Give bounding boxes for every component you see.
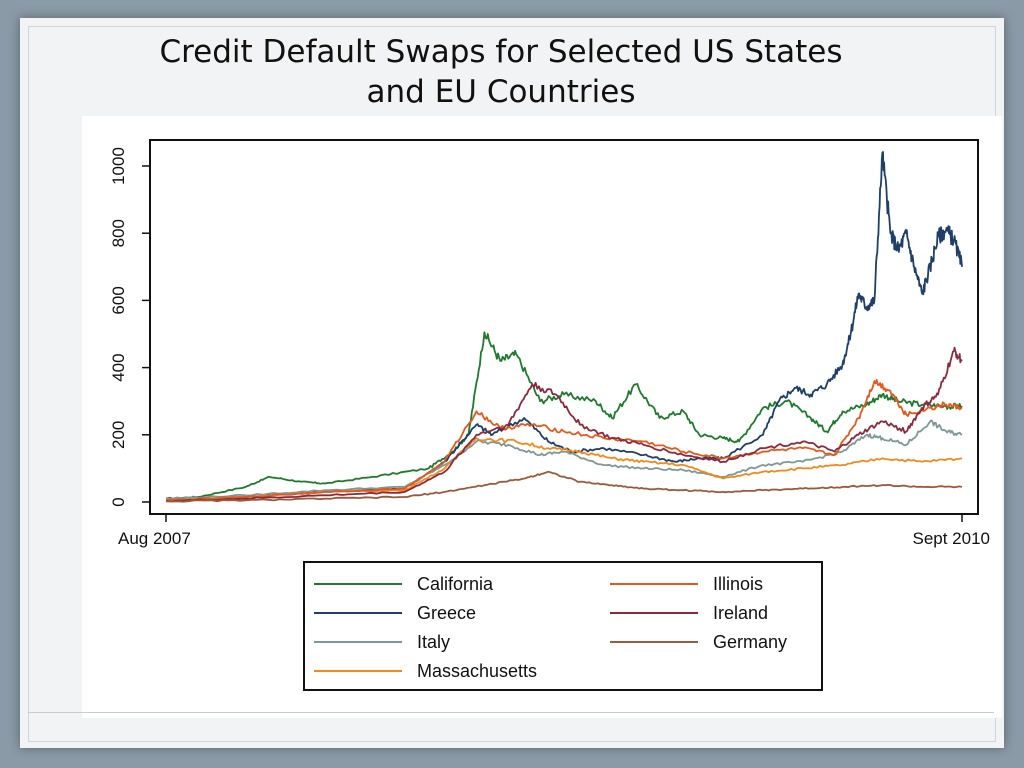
y-tick-label: 200 — [109, 421, 128, 449]
y-tick-label: 0 — [109, 497, 128, 506]
y-axis: 0 200 400 600 800 1000 — [109, 147, 150, 507]
y-tick-label: 600 — [109, 286, 128, 314]
plot-area — [149, 139, 979, 515]
page-title: Credit Default Swaps for Selected US Sta… — [159, 34, 843, 110]
series-line-california — [165, 331, 963, 500]
legend: California Greece Italy Massachusetts Illino… — [314, 574, 787, 681]
y-tick-label: 800 — [109, 219, 128, 247]
x-tick-label: Sept 2010 — [912, 529, 990, 548]
x-axis: Aug 2007 Sept 2010 — [118, 514, 990, 548]
legend-label: Illinois — [713, 574, 763, 594]
series-line-illinois — [165, 379, 963, 502]
series-line-greece — [165, 151, 963, 502]
legend-label: Massachusetts — [417, 661, 537, 681]
legend-label: Germany — [713, 632, 787, 652]
chart-figure: 0 200 400 600 800 1000 Aug 2007 Sept 2010 Cali… — [82, 116, 1002, 718]
series-lines — [165, 151, 963, 503]
legend-label: Ireland — [713, 603, 768, 623]
series-line-germany — [165, 470, 963, 503]
cds-line-chart: 0 200 400 600 800 1000 Aug 2007 Sept 2010 Cali… — [109, 139, 990, 691]
series-line-ireland — [165, 346, 963, 503]
series-line-massachusetts — [165, 437, 963, 502]
legend-label: California — [417, 574, 494, 594]
x-tick-label: Aug 2007 — [118, 529, 191, 548]
legend-label: Italy — [417, 632, 450, 652]
y-tick-label: 1000 — [109, 147, 128, 185]
slide-footer-line — [28, 712, 994, 713]
slide: Credit Default Swaps for Selected US Sta… — [20, 18, 1004, 748]
legend-label: Greece — [417, 603, 476, 623]
y-tick-label: 400 — [109, 353, 128, 381]
